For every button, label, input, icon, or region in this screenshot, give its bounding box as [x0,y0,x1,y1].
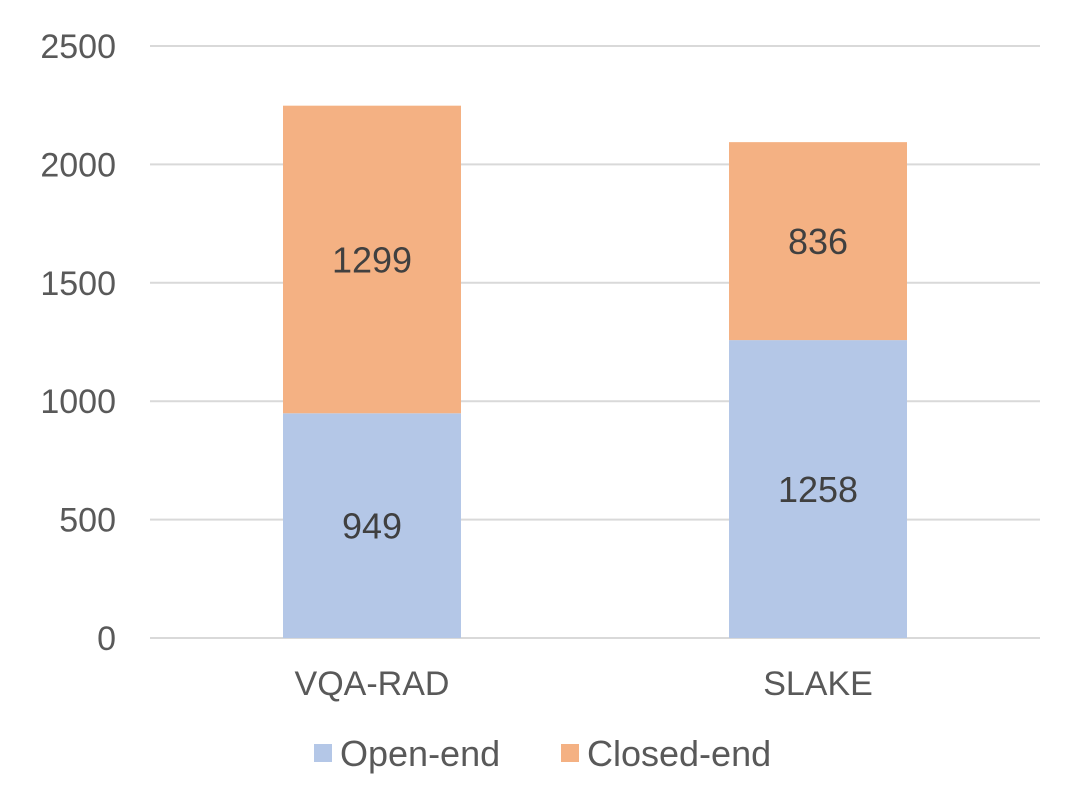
legend-swatch-closed-end [561,744,579,762]
data-label: 1299 [332,239,412,280]
bar-vqa-rad-closed-end [283,105,461,414]
legend-label: Closed-end [587,733,771,774]
y-tick-label: 2000 [40,146,116,184]
y-tick-label: 0 [97,620,116,658]
bar-vqa-rad-open-end [283,413,461,638]
legend: Open-end Closed-end [314,733,771,774]
data-label: 949 [342,506,402,547]
legend-label: Open-end [340,733,500,774]
data-label: 836 [788,221,848,262]
x-axis-categories: VQA-RAD SLAKE [295,665,873,703]
x-category-label: VQA-RAD [295,665,450,703]
data-labels: 949 1299 1258 836 [332,221,858,547]
y-tick-label: 1500 [40,265,116,303]
bar-slake-open-end [729,340,907,638]
data-label: 1258 [778,469,858,510]
legend-swatch-open-end [314,744,332,762]
y-axis-ticks: 0 500 1000 1500 2000 2500 [40,28,116,658]
y-tick-label: 500 [59,502,116,540]
bars [283,105,907,638]
x-category-label: SLAKE [763,665,873,703]
bar-slake-closed-end [729,142,907,341]
y-tick-label: 1000 [40,383,116,421]
y-tick-label: 2500 [40,28,116,66]
